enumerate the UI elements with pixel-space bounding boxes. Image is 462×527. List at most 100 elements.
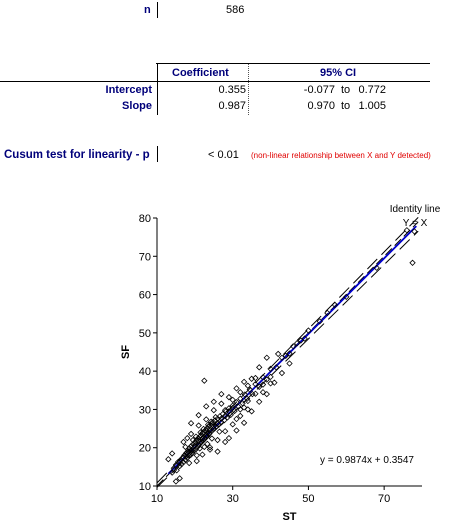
data-point xyxy=(204,432,211,440)
y-tick-label: 20 xyxy=(139,443,151,455)
table-top-rule xyxy=(156,63,430,64)
x-tick-label: 50 xyxy=(302,493,314,505)
data-point xyxy=(200,425,207,433)
data-point xyxy=(221,412,229,420)
data-point xyxy=(208,435,216,442)
data-point xyxy=(186,459,193,467)
data-point xyxy=(240,404,248,411)
table-label-divider xyxy=(157,64,158,115)
data-point xyxy=(229,396,236,404)
data-point xyxy=(267,373,274,381)
table-coef-divider xyxy=(248,64,249,115)
data-point xyxy=(241,391,248,398)
table-header-rule xyxy=(0,81,430,82)
data-point xyxy=(182,456,189,464)
chart-points xyxy=(165,227,418,485)
data-point xyxy=(221,407,229,414)
data-point xyxy=(194,435,202,442)
data-point xyxy=(209,427,216,434)
data-point xyxy=(201,377,208,384)
data-point xyxy=(204,421,212,428)
data-point xyxy=(221,438,229,446)
data-point xyxy=(271,379,278,386)
x-axis-label: ST xyxy=(282,511,296,523)
data-point xyxy=(373,264,380,271)
data-point xyxy=(210,423,217,430)
data-point xyxy=(237,406,244,413)
data-point xyxy=(290,343,297,350)
row-ci-to-intercept: to xyxy=(341,84,351,96)
data-point xyxy=(263,376,270,383)
data-point xyxy=(214,420,221,427)
data-point xyxy=(192,433,200,440)
y-tick-label: 30 xyxy=(139,404,151,416)
data-point xyxy=(203,431,210,439)
data-point xyxy=(178,461,185,468)
data-point xyxy=(252,390,259,397)
data-point xyxy=(237,389,244,396)
data-point xyxy=(172,478,180,485)
data-point xyxy=(214,448,221,455)
data-point xyxy=(263,354,270,361)
x-tick-label: 70 xyxy=(378,493,390,505)
data-point xyxy=(190,447,197,454)
data-point xyxy=(184,434,191,442)
identity-line-equation: Y = X xyxy=(403,218,428,229)
n-value: 586 xyxy=(226,4,245,16)
data-point xyxy=(197,432,205,439)
data-point xyxy=(249,390,256,398)
y-tick-label: 40 xyxy=(139,366,151,378)
data-point xyxy=(184,449,191,456)
data-point xyxy=(206,426,214,434)
data-point xyxy=(168,450,176,457)
y-tick-label: 80 xyxy=(139,213,151,225)
data-point xyxy=(229,421,236,428)
data-point xyxy=(409,259,416,266)
data-point xyxy=(235,403,242,410)
data-point xyxy=(216,428,223,435)
row-label-slope: Slope xyxy=(122,100,152,112)
identity-line-label: Identity line xyxy=(390,204,441,215)
data-point xyxy=(259,381,267,388)
data-point xyxy=(240,378,248,386)
data-point xyxy=(233,427,240,434)
data-point xyxy=(240,419,248,426)
data-point xyxy=(229,404,236,412)
data-point xyxy=(196,445,203,452)
data-point xyxy=(293,340,301,347)
data-point xyxy=(199,451,206,458)
data-point xyxy=(411,228,418,235)
row-coef-intercept: 0.355 xyxy=(218,84,246,96)
y-tick-label: 60 xyxy=(139,290,151,302)
row-ci-high-slope: 1.005 xyxy=(358,100,386,112)
data-point xyxy=(210,407,217,414)
cusum-note: (non-linear relationship between X and Y… xyxy=(251,151,431,160)
data-point xyxy=(203,416,210,423)
data-point xyxy=(206,444,214,451)
data-point xyxy=(193,452,200,459)
data-point xyxy=(403,227,411,234)
data-point xyxy=(286,360,293,367)
data-point xyxy=(187,420,195,427)
data-point xyxy=(176,475,183,482)
y-tick-label: 50 xyxy=(139,328,151,340)
data-point xyxy=(233,415,240,423)
data-point xyxy=(297,337,305,344)
data-point xyxy=(195,412,202,419)
data-point xyxy=(195,437,202,444)
data-point xyxy=(256,364,263,371)
data-point xyxy=(199,435,206,442)
data-point xyxy=(273,364,280,371)
row-ci-high-intercept: 0.772 xyxy=(358,84,386,96)
data-point xyxy=(324,309,331,317)
row-label-intercept: Intercept xyxy=(105,84,152,96)
data-point xyxy=(187,446,195,454)
data-point xyxy=(206,430,213,438)
data-point xyxy=(224,414,231,421)
data-point xyxy=(204,440,211,448)
data-point xyxy=(267,365,274,373)
data-point xyxy=(343,293,350,301)
data-point xyxy=(252,380,259,388)
data-point xyxy=(229,402,236,409)
data-point xyxy=(256,383,263,391)
